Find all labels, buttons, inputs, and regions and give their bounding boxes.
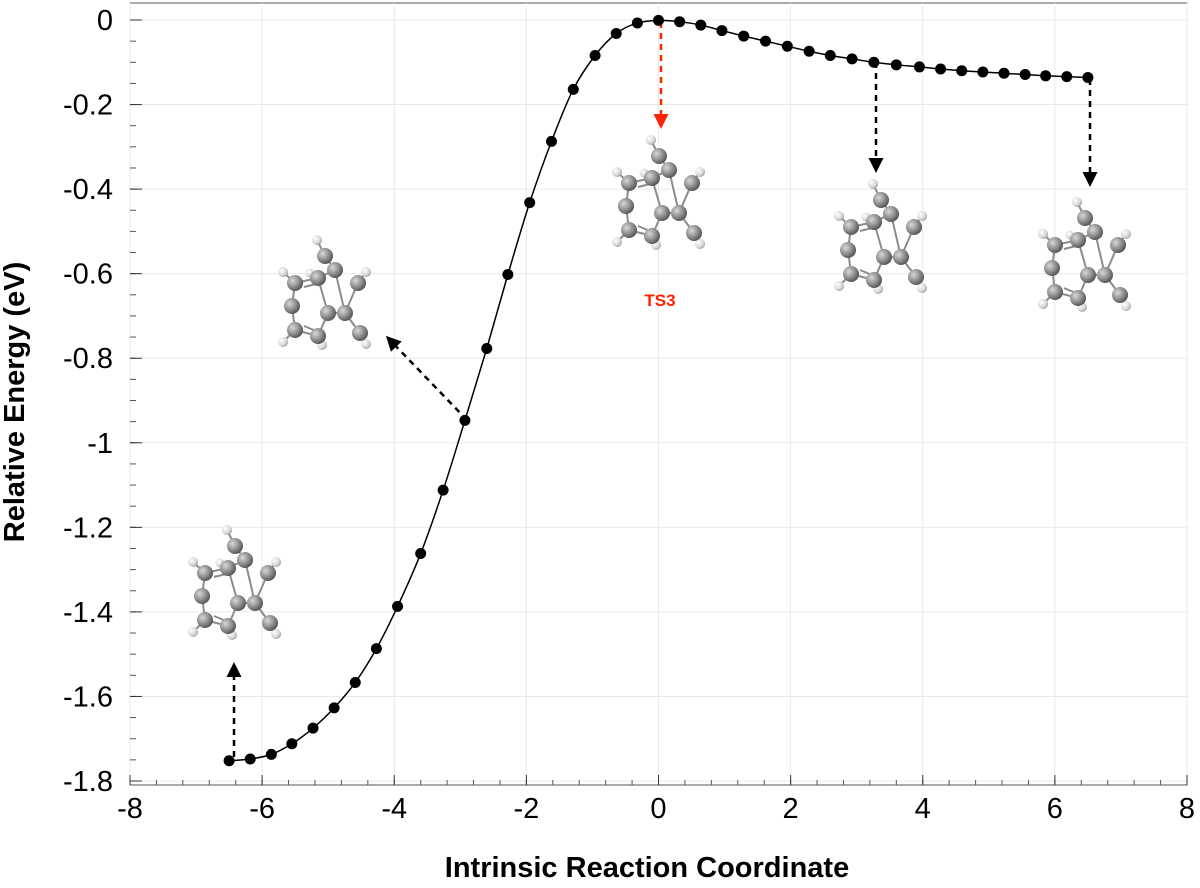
x-tick-label: 4 [915,793,931,825]
x-tick-label: 6 [1047,793,1063,825]
data-point [265,748,277,760]
y-tick-label: -0.8 [63,343,113,375]
data-point [328,702,340,714]
data-point [567,83,579,95]
data-point [716,25,728,37]
data-point [631,17,643,29]
data-point [1040,70,1052,82]
x-tick-labels: -8 -6 -4 -2 0 2 4 6 8 [117,793,1195,825]
y-tick-label: -0.4 [63,174,113,206]
data-point [349,676,361,688]
data-point [610,28,622,40]
data-point [760,35,772,47]
data-point [524,197,536,209]
data-point [1082,71,1094,83]
data-point [1061,71,1073,83]
major-ticks [129,19,1188,785]
data-point [459,414,471,426]
arrow-intermediate [385,335,468,421]
data-point [738,30,750,42]
data-point [370,643,382,655]
data-point [846,53,858,65]
x-tick-label: 8 [1179,793,1195,825]
data-point [998,67,1010,79]
y-tick-label: -0.6 [63,259,113,291]
x-tick-label: 0 [650,793,666,825]
structure-arrows [226,22,1098,757]
data-point [803,45,815,57]
y-tick-labels: 0 -0.2 -0.4 -0.6 -0.8 -1 -1.2 -1.4 -1.6 -1.8 [63,5,113,798]
data-point [286,738,298,750]
x-tick-label: 2 [783,793,799,825]
x-axis-title: Intrinsic Reaction Coordinate [445,852,849,884]
data-point [781,40,793,52]
data-point [481,342,493,354]
data-point [415,548,427,560]
data-point [502,269,514,281]
data-point [223,755,235,767]
data-point [392,600,404,612]
y-tick-label: -1.2 [63,512,113,544]
data-point [956,65,968,77]
data-point [824,50,836,62]
x-tick-label: -6 [249,793,275,825]
data-point [913,61,925,73]
data-point [437,484,449,496]
data-point [695,19,707,31]
data-point [589,50,601,62]
data-point [890,59,902,71]
y-tick-label: -1 [87,428,113,460]
data-point [653,14,664,26]
x-tick-label: -2 [513,793,539,825]
data-point [674,16,686,28]
ts3-label: TS3 [644,291,675,310]
data-point [307,722,319,734]
irc-data-points [223,14,1094,767]
y-tick-label: -1.6 [63,681,113,713]
y-tick-label: -1.4 [63,597,113,629]
data-point [244,753,256,765]
y-tick-label: -1.8 [63,766,113,798]
x-tick-label: -8 [117,793,143,825]
y-tick-label: 0 [97,5,113,37]
y-tick-label: -0.2 [63,90,113,122]
y-axis-title: Relative Energy (eV) [0,262,31,542]
x-tick-label: -4 [381,793,407,825]
data-point [1019,69,1031,81]
data-point [868,56,880,68]
data-point [935,63,947,75]
data-point [545,135,557,147]
data-point [977,66,989,78]
